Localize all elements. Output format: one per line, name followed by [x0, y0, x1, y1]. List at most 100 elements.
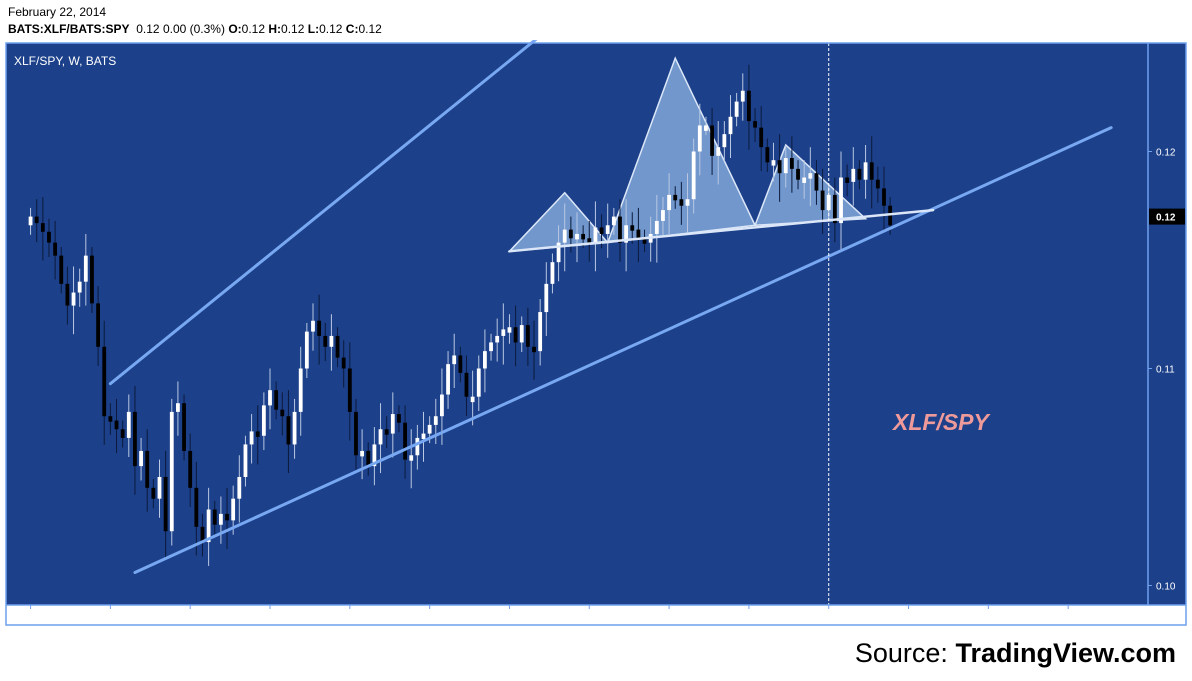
candle-body [556, 242, 561, 263]
candle-body [875, 179, 880, 189]
candle-body [286, 416, 291, 445]
candle-body [317, 320, 322, 336]
candle-body [826, 194, 831, 211]
candle-body [427, 424, 432, 434]
candle-body [710, 125, 714, 156]
candle-body [261, 405, 266, 436]
trend-lines [108, 40, 1113, 605]
x-tick-label: Jul [24, 611, 37, 622]
candle-body [482, 351, 487, 369]
candle-body [691, 151, 696, 200]
candle-body [440, 394, 444, 417]
candle-body [96, 303, 101, 347]
candle-body [384, 429, 389, 435]
close-value: 0.12 [358, 22, 382, 36]
source-prefix: Source: [854, 638, 948, 668]
candle-body [304, 331, 309, 369]
candle-body [34, 216, 39, 224]
candle-body [47, 231, 51, 243]
source-credit: Source: TradingView.com [855, 638, 1176, 669]
candle-body [796, 168, 800, 180]
candle-body [200, 526, 205, 543]
candle-body [421, 433, 426, 440]
candle-body [280, 409, 285, 417]
chart-title: XLF/SPY, W, BATS [14, 54, 116, 68]
candle-body [814, 173, 819, 191]
candle-body [176, 403, 180, 412]
chart-area[interactable]: Jul Oct 2012 Apr Jul Oct 2013 Apr Jul Oct 2014 Apr J… [0, 40, 1192, 628]
channel-lower-line[interactable] [133, 126, 1113, 574]
price-tag-box [1149, 208, 1185, 225]
candle-body [532, 346, 536, 353]
candle-body [347, 368, 352, 412]
chart-frame [5, 42, 1187, 626]
candle-body [71, 292, 76, 306]
neckline[interactable] [508, 208, 935, 253]
price-tag-label: 0.12 [1156, 213, 1176, 224]
candle-body [169, 411, 174, 532]
candle-body [808, 173, 813, 179]
candle-body [722, 134, 727, 148]
candle-body [188, 450, 193, 488]
candle-body [820, 190, 825, 211]
x-tick-label: Apr [581, 611, 597, 622]
candle-body [661, 210, 665, 221]
y-tick-label: 0.11 [1156, 364, 1175, 375]
candle-body [851, 168, 856, 182]
candle-body [667, 194, 672, 211]
x-tick-label: Apr [262, 611, 278, 622]
high-value: 0.12 [281, 22, 305, 36]
candle-body [470, 396, 475, 403]
candle-body [697, 125, 702, 152]
candle-body [575, 233, 579, 240]
candle-body [716, 147, 721, 156]
header-quote: BATS:XLF/BATS:SPY 0.12 0.00 (0.3%) O:0.1… [8, 22, 382, 36]
candle-body [28, 216, 33, 226]
candle-body [243, 444, 248, 477]
candle-body [292, 411, 297, 445]
candle-body [839, 177, 843, 224]
candle-body [747, 90, 751, 122]
x-tick-label: Apr [901, 611, 917, 622]
candle-body [212, 509, 217, 525]
candle-body [114, 420, 119, 430]
last-value: 0.12 [136, 22, 160, 36]
candle-body [802, 177, 807, 183]
high-label: H: [268, 22, 282, 36]
candle-body [335, 335, 340, 358]
candle-body [108, 416, 113, 422]
candle-body [618, 216, 622, 243]
candle-body [231, 498, 236, 521]
candle-body [489, 342, 493, 352]
candle-body [759, 127, 764, 148]
x-tick-label: Jul [663, 611, 676, 622]
candle-body [845, 177, 850, 183]
candle-body [446, 364, 450, 395]
candle-body [139, 450, 143, 467]
candle-body [102, 346, 107, 417]
candle-body [40, 223, 45, 232]
close-label: C: [345, 22, 359, 36]
candle-body [538, 312, 543, 352]
candle-body [832, 194, 837, 224]
candle-body [206, 509, 211, 543]
y-tick-label: 0.12 [1156, 147, 1176, 158]
candle-body [728, 116, 733, 135]
candle-body [59, 255, 64, 284]
candle-body [624, 225, 629, 243]
candle-body [218, 513, 223, 525]
candle-body [673, 194, 678, 201]
candle-body [740, 90, 745, 102]
candle-body [354, 411, 358, 456]
candle-body [765, 147, 770, 163]
candle-body [298, 368, 303, 412]
candles [28, 64, 893, 566]
candle-body [397, 414, 401, 423]
x-tick-label: Oct [741, 611, 757, 622]
channel-upper-line[interactable] [108, 40, 577, 386]
candle-body [360, 450, 365, 457]
candle-body [525, 325, 530, 347]
candle-body [403, 422, 407, 460]
open-label: O: [228, 22, 242, 36]
candle-body [642, 238, 647, 244]
